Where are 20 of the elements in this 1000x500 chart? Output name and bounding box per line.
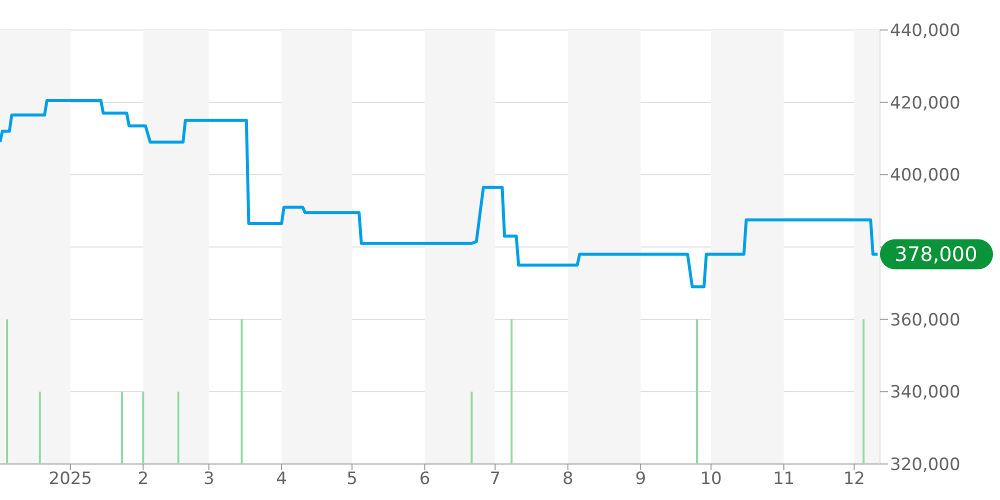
x-tick-label: 2025 (48, 469, 92, 490)
line-series (0, 99, 880, 288)
x-tick-label: 10 (700, 469, 722, 490)
annotation: 378,000 (894, 242, 978, 266)
y-tick-label: 420,000 (890, 93, 960, 114)
x-tick-label: 11 (772, 469, 795, 490)
x-tick-label: 4 (276, 469, 288, 490)
x-tick-label: 8 (562, 469, 574, 490)
x-tick-label: 5 (346, 469, 358, 490)
x-tick-label: 6 (419, 469, 430, 490)
y-tick-label: 360,000 (890, 310, 960, 330)
y-tick-label: 320,000 (890, 455, 960, 476)
y-tick-label: 400,000 (890, 166, 960, 186)
x-tick-label: 2 (138, 469, 149, 490)
y-tick-label: 340,000 (890, 382, 960, 403)
y-tick-label: 440,000 (890, 21, 960, 42)
x-tick-label: 12 (843, 469, 866, 490)
x-tick-label: 9 (635, 469, 646, 490)
x-tick-label: 3 (203, 469, 214, 490)
x-tick-label: 7 (490, 469, 501, 490)
